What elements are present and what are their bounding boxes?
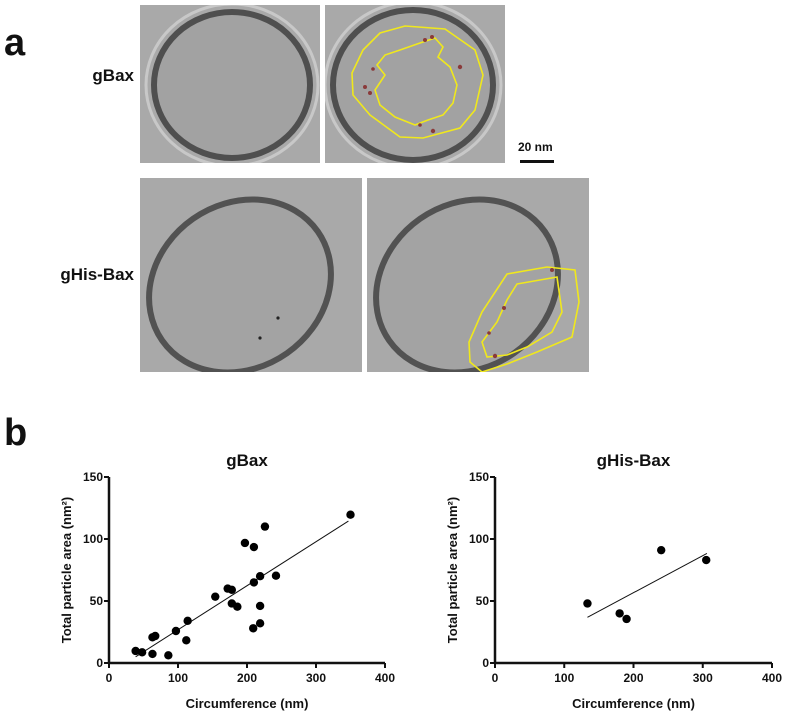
chart-2: 0 50 100 150 0 100 200 300 400 gHis-Bax Circumfere…: [445, 451, 782, 711]
y-tick-label: 50: [476, 594, 490, 608]
data-point: [148, 649, 157, 659]
x-tick-label: 400: [375, 671, 395, 685]
panel-b-letter: b: [4, 412, 28, 454]
data-point: [657, 545, 666, 555]
particles: [363, 35, 463, 134]
data-point: [164, 651, 173, 660]
vesicle-membrane: [330, 7, 496, 163]
data-point: [346, 510, 355, 519]
panel-a-letter: a: [4, 22, 26, 64]
x-axis-title: Circumference (nm): [572, 696, 695, 711]
vesicle-membrane: [373, 196, 561, 372]
y-tick-label: 100: [469, 532, 489, 546]
y-tick-label: 150: [83, 470, 103, 484]
y-tick-label: 50: [90, 594, 104, 608]
micrograph-ghis-bax-raw: [140, 178, 362, 372]
data-point: [183, 616, 192, 626]
x-tick-label: 200: [623, 671, 643, 685]
vesicle-membrane: [146, 196, 334, 372]
y-axis-title: Total particle area (nm²): [59, 497, 74, 643]
data-point: [622, 614, 631, 624]
data-point: [233, 602, 242, 611]
data-point: [227, 585, 237, 595]
inner-contour: [374, 37, 458, 126]
data-point: [249, 542, 259, 552]
data-point: [131, 646, 140, 656]
x-tick-label: 300: [693, 671, 713, 685]
chart-1: 0 50 100 150 0 100 200 300 400 gBax Circumference …: [59, 451, 395, 711]
regression-line: [587, 552, 708, 618]
regression-line: [135, 520, 349, 658]
inner-contour: [481, 276, 563, 358]
data-point: [182, 636, 191, 645]
scale-bar: [520, 160, 554, 163]
x-axis-title: Circumference (nm): [186, 696, 309, 711]
data-point: [151, 631, 160, 641]
outer-contour: [468, 266, 580, 372]
x-tick-label: 400: [762, 671, 782, 685]
data-point: [137, 648, 147, 657]
data-point: [240, 538, 250, 548]
data-point: [211, 592, 220, 601]
row-label-ghis-bax: gHis-Bax: [60, 265, 134, 284]
outer-contour: [351, 25, 484, 139]
data-point: [271, 571, 281, 580]
vesicle-membrane: [151, 9, 313, 161]
data-point: [260, 522, 270, 531]
micrograph-ghis-bax-annotated: [367, 178, 589, 372]
micrograph-gbax-annotated: [325, 5, 505, 163]
y-tick-label: 0: [482, 656, 489, 670]
data-point: [255, 572, 265, 581]
y-tick-label: 150: [469, 470, 489, 484]
x-tick-label: 0: [492, 671, 499, 685]
row-label-gbax: gBax: [92, 66, 134, 85]
data-point: [702, 555, 711, 565]
data-point: [255, 619, 265, 628]
particles: [487, 268, 554, 359]
y-tick-label: 100: [83, 532, 103, 546]
data-point: [255, 601, 265, 611]
x-tick-label: 0: [106, 671, 113, 685]
chart-title: gBax: [226, 451, 268, 470]
data-point: [171, 626, 181, 636]
data-point: [583, 599, 592, 608]
x-tick-label: 100: [554, 671, 574, 685]
scale-bar-label: 20 nm: [518, 140, 553, 154]
y-axis-title: Total particle area (nm²): [445, 497, 460, 643]
x-tick-label: 100: [168, 671, 188, 685]
micrograph-gbax-raw: [140, 5, 320, 163]
x-tick-label: 300: [306, 671, 326, 685]
data-point: [249, 578, 259, 587]
data-point: [249, 624, 258, 633]
data-point: [615, 609, 624, 618]
chart-title: gHis-Bax: [597, 451, 671, 470]
y-tick-label: 0: [96, 656, 103, 670]
x-tick-label: 200: [237, 671, 257, 685]
